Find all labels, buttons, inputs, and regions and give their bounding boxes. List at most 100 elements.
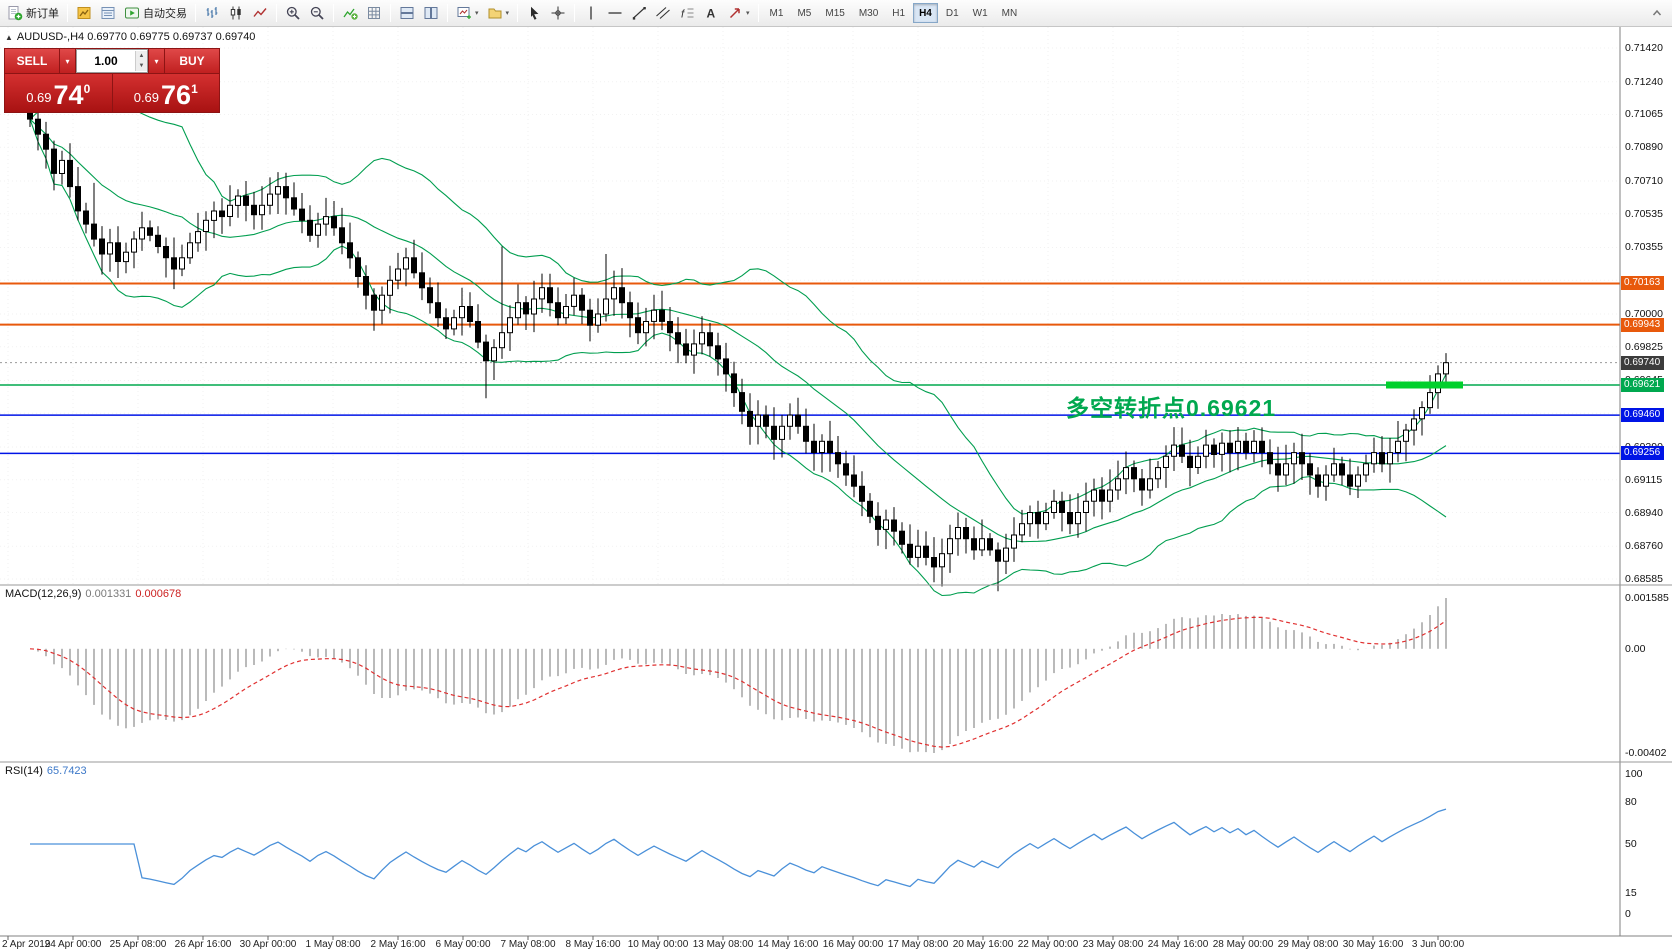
cursor-icon bbox=[526, 5, 542, 21]
profiles-button[interactable]: ▾ bbox=[483, 2, 514, 24]
price-axis-label: 0.71240 bbox=[1625, 75, 1663, 88]
time-axis-label: 30 May 16:00 bbox=[1342, 939, 1404, 950]
grid-icon bbox=[366, 5, 382, 21]
price-badge: 0.69460 bbox=[1621, 408, 1665, 423]
volume-spinner[interactable]: ▲ ▼ bbox=[135, 51, 147, 71]
crosshair-button[interactable] bbox=[546, 2, 570, 24]
time-axis-label: 30 Apr 00:00 bbox=[239, 939, 297, 950]
one-click-expander-icon[interactable]: ▲ bbox=[5, 32, 13, 42]
line-chart-button[interactable] bbox=[248, 2, 272, 24]
time-axis-label: 24 Apr 00:00 bbox=[44, 939, 102, 950]
sell-price-sup: 0 bbox=[83, 82, 91, 96]
tile-horizontal-icon bbox=[399, 5, 415, 21]
channel-button[interactable] bbox=[651, 2, 675, 24]
time-axis-label: 24 May 16:00 bbox=[1147, 939, 1209, 950]
line-chart-icon bbox=[252, 5, 268, 21]
text-button[interactable]: A bbox=[699, 2, 723, 24]
time-axis-label: 25 Apr 08:00 bbox=[109, 939, 167, 950]
candlestick-chart-icon bbox=[228, 5, 244, 21]
marketwatch-button[interactable] bbox=[72, 2, 96, 24]
vertical-line-icon bbox=[583, 5, 599, 21]
new-chart-icon bbox=[456, 5, 472, 21]
zoom-out-button[interactable] bbox=[305, 2, 329, 24]
dropdown-caret-icon: ▾ bbox=[746, 10, 750, 17]
autotrading-button[interactable]: 自动交易 bbox=[120, 2, 191, 24]
price-axis-label: 0.69825 bbox=[1625, 340, 1663, 353]
bollinger-lower-band bbox=[29, 119, 1447, 597]
time-axis-label: 26 Apr 16:00 bbox=[174, 939, 232, 950]
buy-price-prefix: 0.69 bbox=[133, 90, 160, 105]
new-order-button-label: 新订单 bbox=[26, 8, 59, 20]
data-window-button[interactable] bbox=[96, 2, 120, 24]
timeframe-mn-button[interactable]: MN bbox=[1001, 7, 1018, 19]
new-order-button[interactable]: 新订单 bbox=[3, 2, 63, 24]
candles-layer bbox=[27, 88, 1449, 592]
volume-input[interactable] bbox=[77, 54, 135, 68]
time-axis-label: 1 May 08:00 bbox=[305, 939, 361, 950]
buy-dropdown-button[interactable]: ▾ bbox=[149, 49, 164, 73]
buy-price-button[interactable]: 0.69 76 1 bbox=[112, 74, 219, 112]
tile-vertical-icon bbox=[423, 5, 439, 21]
trendline-button[interactable] bbox=[627, 2, 651, 24]
time-axis-label: 22 May 00:00 bbox=[1017, 939, 1079, 950]
toolbar-collapse-button[interactable] bbox=[1645, 2, 1669, 24]
timeframe-m15-button[interactable]: M15 bbox=[825, 7, 845, 19]
timeframe-m30-button[interactable]: M30 bbox=[858, 7, 879, 19]
cascade-windows-button[interactable] bbox=[419, 2, 443, 24]
arrows-button[interactable]: ▾ bbox=[723, 2, 754, 24]
dropdown-caret-icon: ▾ bbox=[505, 10, 510, 17]
price-badge: 0.69740 bbox=[1621, 355, 1665, 370]
vertical-line-button[interactable] bbox=[579, 2, 603, 24]
sell-dropdown-button[interactable]: ▾ bbox=[60, 49, 75, 73]
horizontal-line-button[interactable] bbox=[603, 2, 627, 24]
fibonacci-button[interactable]: f bbox=[675, 2, 699, 24]
spinner-down-icon: ▼ bbox=[136, 61, 147, 71]
toolbar-separator bbox=[447, 4, 448, 22]
rsi-header: RSI(14) 65.7423 bbox=[5, 765, 87, 777]
cursor-button[interactable] bbox=[522, 2, 546, 24]
timeframe-h4-button[interactable]: H4 bbox=[913, 3, 938, 23]
grid-button[interactable] bbox=[362, 2, 386, 24]
bar-chart-button[interactable] bbox=[200, 2, 224, 24]
autotrading-icon bbox=[124, 5, 140, 21]
rsi-axis-label: 50 bbox=[1625, 838, 1637, 850]
bar-chart-icon bbox=[204, 5, 220, 21]
zoom-in-button[interactable] bbox=[281, 2, 305, 24]
price-axis-label: 0.70535 bbox=[1625, 207, 1663, 220]
macd-header: MACD(12,26,9) 0.001331 0.000678 bbox=[5, 588, 181, 600]
time-axis-label: 28 May 00:00 bbox=[1212, 939, 1274, 950]
new-chart-button[interactable]: ▾ bbox=[452, 2, 483, 24]
chevron-down-icon: ▾ bbox=[154, 56, 159, 66]
autotrading-button-label: 自动交易 bbox=[143, 8, 187, 20]
sell-button[interactable]: SELL bbox=[5, 49, 59, 73]
indicators-button[interactable] bbox=[338, 2, 362, 24]
toolbar-separator bbox=[195, 4, 196, 22]
price-axis-label: 0.70355 bbox=[1625, 241, 1663, 254]
time-axis-label: 23 May 08:00 bbox=[1082, 939, 1144, 950]
crosshair-icon bbox=[550, 5, 566, 21]
timeframe-toolbar: M1 M5 M15 M30 H1 H4 D1 W1 MN bbox=[754, 3, 1025, 23]
sell-price-prefix: 0.69 bbox=[26, 90, 52, 105]
bollinger-upper-band bbox=[29, 97, 1447, 515]
timeframe-m1-button[interactable]: M1 bbox=[769, 7, 784, 19]
timeframe-w1-button[interactable]: W1 bbox=[972, 7, 988, 19]
timeframe-d1-button[interactable]: D1 bbox=[945, 7, 959, 19]
buy-button[interactable]: BUY bbox=[165, 49, 219, 73]
macd-signal-line bbox=[29, 616, 1447, 748]
spinner-up-icon: ▲ bbox=[136, 51, 147, 61]
highlight-segment bbox=[1386, 381, 1463, 389]
timeframe-h1-button[interactable]: H1 bbox=[892, 7, 906, 19]
timeframe-m5-button[interactable]: M5 bbox=[797, 7, 812, 19]
zoom-in-icon bbox=[285, 5, 301, 21]
sell-price-big: 74 bbox=[53, 80, 84, 110]
dropdown-caret-icon: ▾ bbox=[475, 10, 479, 17]
candlestick-chart-button[interactable] bbox=[224, 2, 248, 24]
sell-price-button[interactable]: 0.69 74 0 bbox=[5, 74, 112, 112]
tile-windows-button[interactable] bbox=[395, 2, 419, 24]
price-badge: 0.69256 bbox=[1621, 446, 1665, 461]
toolbar: 新订单 自动交易 ▾ ▾ f A ▾ M1 M5 M15 M30 H1 H4 D1 W1 MN bbox=[0, 0, 1672, 27]
volume-field[interactable]: ▲▼ bbox=[76, 49, 148, 73]
toolbar-separator bbox=[574, 4, 576, 22]
time-axis-label: 14 May 16:00 bbox=[757, 939, 819, 950]
